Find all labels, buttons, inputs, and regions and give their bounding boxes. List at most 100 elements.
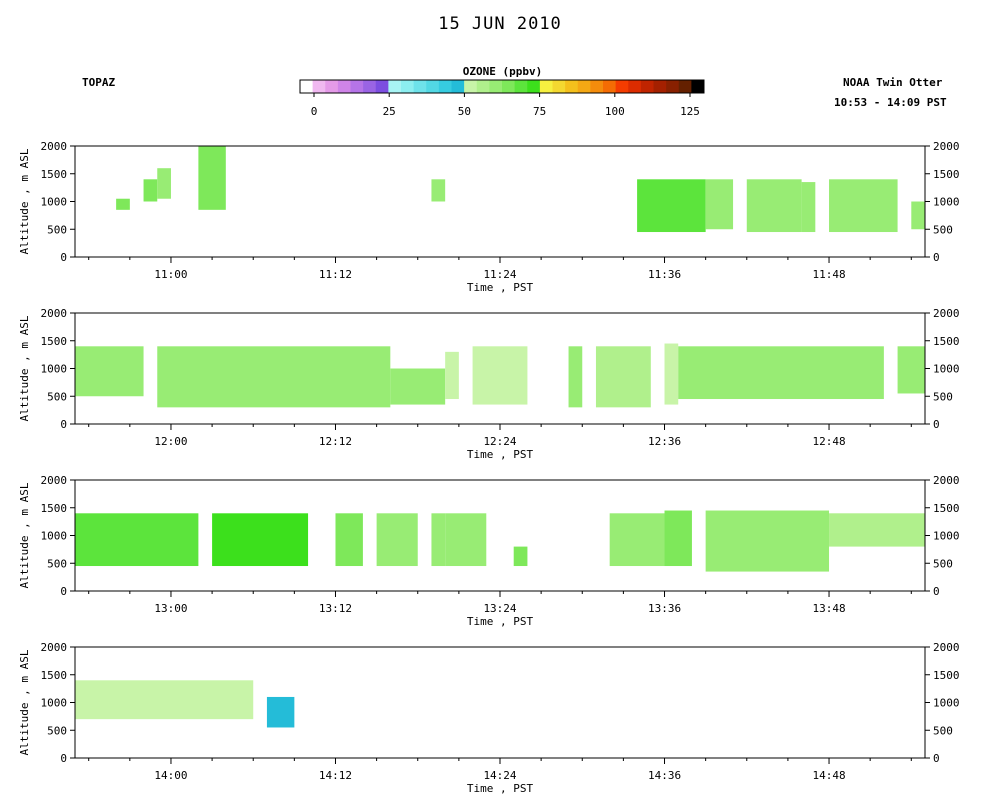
ozone-data-layer xyxy=(116,146,925,233)
colorbar-swatch xyxy=(413,80,427,93)
ozone-data-layer xyxy=(75,680,295,728)
x-tick-label: 14:36 xyxy=(648,769,681,782)
colorbar-title: OZONE (ppbv) xyxy=(462,65,543,78)
ozone-data-block xyxy=(637,179,706,233)
y-tick-label: 1500 xyxy=(933,168,960,181)
ozone-colorbar: 0 25 50 75 100 125 xyxy=(299,79,705,118)
x-tick-label: 14:12 xyxy=(319,769,352,782)
x-tick-label: 11:00 xyxy=(154,268,187,281)
colorbar-swatch xyxy=(653,80,667,93)
colorbar-swatch xyxy=(476,80,490,93)
x-tick-label: 13:12 xyxy=(319,602,352,615)
y-tick-label: 0 xyxy=(60,251,67,264)
altitude-time-panel: 0 0 500 500 1000 1000 1500 1500 2000 2000 11:00 11:… xyxy=(18,140,960,294)
y-tick-label: 500 xyxy=(47,390,67,403)
y-tick-label: 1500 xyxy=(41,168,68,181)
ozone-data-block xyxy=(664,510,692,567)
x-tick-label: 12:00 xyxy=(154,435,187,448)
y-tick-label: 1000 xyxy=(933,363,960,376)
ozone-data-block xyxy=(664,343,679,405)
ozone-data-block xyxy=(75,680,254,720)
y-tick-label: 500 xyxy=(933,223,953,236)
colorbar-swatch xyxy=(603,80,617,93)
y-tick-label: 1500 xyxy=(41,502,68,515)
y-tick-label: 500 xyxy=(47,223,67,236)
colorbar-swatch xyxy=(375,80,389,93)
colorbar-swatch xyxy=(388,80,402,93)
y-tick-label: 0 xyxy=(933,251,940,264)
y-tick-label: 0 xyxy=(60,752,67,765)
x-tick-label: 13:36 xyxy=(648,602,681,615)
ozone-data-block xyxy=(198,146,226,210)
y-axis-title: Altitude , m ASL xyxy=(18,482,31,588)
y-tick-label: 1000 xyxy=(41,697,68,710)
x-tick-label: 12:12 xyxy=(319,435,352,448)
colorbar-swatch xyxy=(426,80,440,93)
colorbar-swatch xyxy=(577,80,591,93)
ozone-data-block xyxy=(829,179,898,233)
altitude-time-panel: 0 0 500 500 1000 1000 1500 1500 2000 2000 13:00 13:… xyxy=(18,474,960,628)
y-tick-label: 500 xyxy=(933,390,953,403)
colorbar-swatch xyxy=(337,80,351,93)
x-tick-label: 13:24 xyxy=(483,602,516,615)
ozone-data-block xyxy=(75,346,144,397)
ozone-data-block xyxy=(829,513,925,547)
y-tick-label: 0 xyxy=(60,585,67,598)
y-tick-label: 1500 xyxy=(933,669,960,682)
ozone-data-block xyxy=(390,368,446,405)
colorbar-swatch xyxy=(464,80,478,93)
y-tick-label: 1500 xyxy=(41,335,68,348)
chart-title: 15 JUN 2010 xyxy=(438,14,562,34)
ozone-data-block xyxy=(609,513,665,567)
x-axis-title: Time , PST xyxy=(467,615,534,628)
ozone-data-block xyxy=(335,513,363,567)
colorbar-swatch xyxy=(565,80,579,93)
colorbar-swatch xyxy=(514,80,528,93)
ozone-data-block xyxy=(705,510,830,572)
y-tick-label: 1500 xyxy=(933,502,960,515)
colorbar-swatch xyxy=(615,80,629,93)
ozone-data-block xyxy=(431,513,446,567)
ozone-data-block xyxy=(445,513,487,567)
colorbar-swatch xyxy=(628,80,642,93)
y-tick-label: 1000 xyxy=(933,530,960,543)
colorbar-swatch xyxy=(300,80,314,93)
y-tick-label: 1500 xyxy=(933,335,960,348)
x-tick-label: 14:48 xyxy=(812,769,845,782)
colorbar-swatch xyxy=(312,80,326,93)
colorbar-tick-label: 125 xyxy=(680,105,700,118)
colorbar-swatch xyxy=(363,80,377,93)
ozone-data-block xyxy=(116,198,130,210)
colorbar-tick-label: 25 xyxy=(383,105,396,118)
colorbar-swatch xyxy=(350,80,364,93)
ozone-data-block xyxy=(143,179,158,202)
y-tick-label: 500 xyxy=(47,557,67,570)
y-axis-title: Altitude , m ASL xyxy=(18,148,31,254)
y-tick-label: 500 xyxy=(47,724,67,737)
ozone-data-block xyxy=(678,346,884,400)
ozone-data-block xyxy=(212,513,309,567)
y-tick-label: 1000 xyxy=(41,530,68,543)
x-tick-label: 14:24 xyxy=(483,769,516,782)
colorbar-swatch xyxy=(678,80,692,93)
ozone-data-block xyxy=(705,179,734,230)
colorbar-swatch xyxy=(640,80,654,93)
ozone-data-block xyxy=(897,346,925,394)
x-axis-title: Time , PST xyxy=(467,782,534,795)
altitude-time-panel: 0 0 500 500 1000 1000 1500 1500 2000 2000 12:00 12:… xyxy=(18,307,960,461)
ozone-data-block xyxy=(746,179,802,233)
colorbar-swatch xyxy=(502,80,516,93)
ozone-data-block xyxy=(445,351,459,400)
colorbar-swatch xyxy=(666,80,680,93)
ozone-data-block xyxy=(472,346,528,405)
ozone-data-block xyxy=(75,513,199,567)
x-tick-label: 13:48 xyxy=(812,602,845,615)
y-tick-label: 1500 xyxy=(41,669,68,682)
platform-label: NOAA Twin Otter xyxy=(843,76,943,89)
x-tick-label: 12:24 xyxy=(483,435,516,448)
x-tick-label: 12:36 xyxy=(648,435,681,448)
x-tick-label: 14:00 xyxy=(154,769,187,782)
colorbar-tick-label: 100 xyxy=(605,105,625,118)
y-tick-label: 1000 xyxy=(933,697,960,710)
y-tick-label: 0 xyxy=(933,752,940,765)
